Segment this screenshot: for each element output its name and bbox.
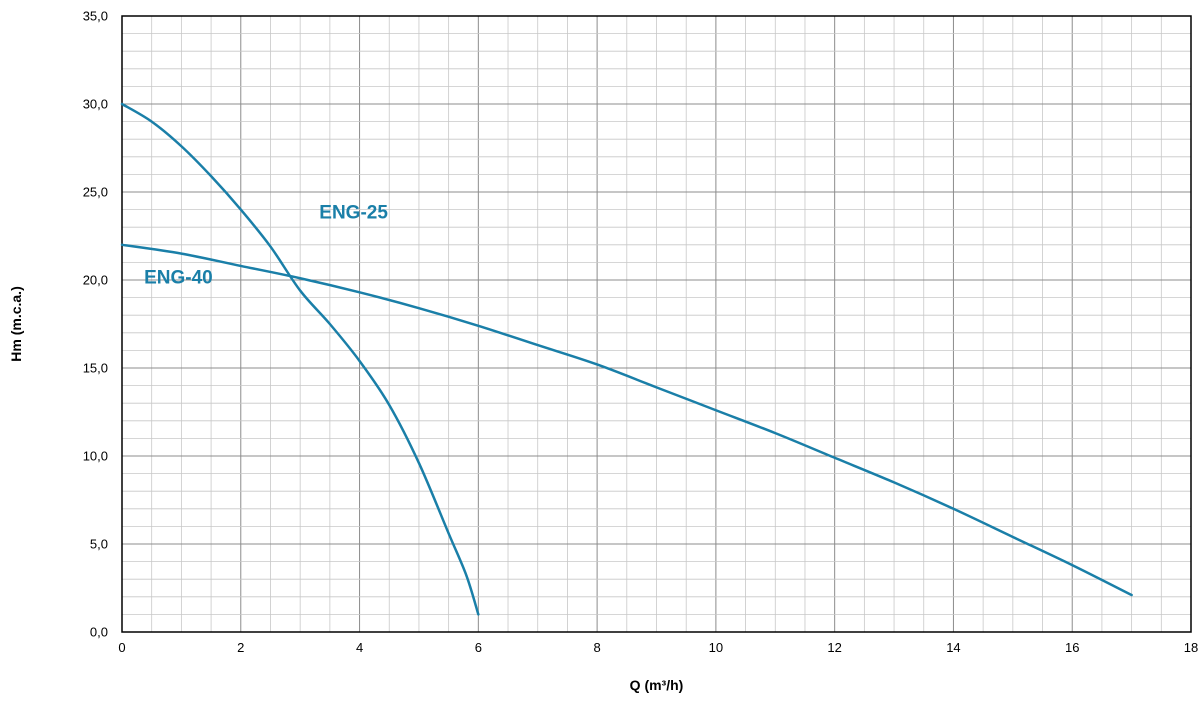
grid xyxy=(121,15,1192,633)
series-eng-25-line xyxy=(120,102,480,616)
y-tick-label: 10,0 xyxy=(83,449,108,464)
curve-label-eng-40: ENG-40 xyxy=(144,268,213,289)
y-tick-label: 5,0 xyxy=(90,537,108,552)
y-tick-label: 25,0 xyxy=(83,185,108,200)
y-tick-label: 35,0 xyxy=(83,9,108,24)
x-tick-label: 2 xyxy=(237,640,244,655)
x-tick-label: 16 xyxy=(1065,640,1079,655)
x-tick-label: 12 xyxy=(827,640,841,655)
y-tick-label: 0,0 xyxy=(90,625,108,640)
x-tick-label: 0 xyxy=(118,640,125,655)
x-tick-label: 6 xyxy=(475,640,482,655)
curve-labels: ENG-25 ENG-40 xyxy=(144,202,388,288)
x-tick-label: 14 xyxy=(946,640,960,655)
y-tick-label: 20,0 xyxy=(83,273,108,288)
y-tick-label: 15,0 xyxy=(83,361,108,376)
x-tick-label: 8 xyxy=(593,640,600,655)
curve-label-eng-25: ENG-25 xyxy=(319,202,388,223)
y-axis-title: Hm (m.c.a.) xyxy=(8,286,24,361)
x-tick-label: 10 xyxy=(709,640,723,655)
series-layer xyxy=(120,102,1133,616)
series-eng-40-line xyxy=(120,243,1133,597)
x-axis-title: Q (m³/h) xyxy=(630,677,684,693)
x-tick-label: 18 xyxy=(1184,640,1198,655)
y-tick-label: 30,0 xyxy=(83,97,108,112)
tick-labels: 0 2 4 6 8 10 12 14 16 18 0,0 5,0 10,0 15,0 20,0 25,0 30,… xyxy=(83,9,1199,656)
plot-frame xyxy=(121,15,1192,633)
x-tick-label: 4 xyxy=(356,640,363,655)
